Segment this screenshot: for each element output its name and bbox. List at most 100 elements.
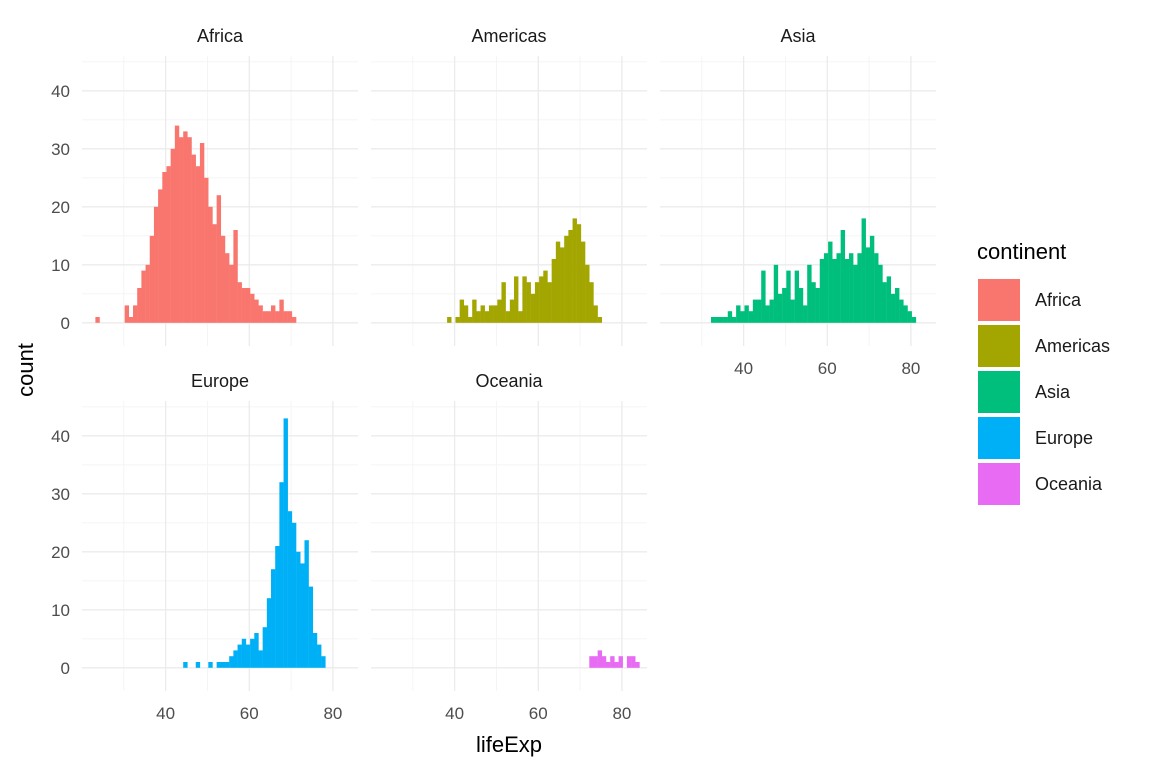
histogram-bar [258,650,263,668]
histogram-bar [886,276,892,323]
y-axis-title: count [13,343,38,397]
histogram-bar [765,305,770,323]
histogram-bar [250,293,255,323]
histogram-bar [903,305,908,323]
histogram-bar [170,148,176,323]
x-tick-label: 40 [156,704,175,723]
histogram-bar [773,264,779,323]
histogram-bar [807,264,812,323]
histogram-bar [560,247,565,323]
histogram-bar [861,218,866,323]
x-tick-label: 40 [445,704,464,723]
histogram-bar [95,317,100,323]
histogram-bar [241,288,247,323]
facet-strip-label: Africa [197,26,244,46]
y-tick-label: 10 [51,256,70,275]
histogram-bar [514,276,519,323]
histogram-bar [321,656,326,668]
y-tick-label: 20 [51,198,70,217]
histogram-bar [589,656,594,668]
histogram-bar [606,662,611,668]
x-tick-label: 40 [734,359,753,378]
histogram-bar [614,662,619,668]
histogram-bar [857,253,862,323]
histogram-bar [271,569,276,668]
legend-label: Africa [1035,290,1082,310]
facet-panel: Africa 0 10 20 30 40 [51,26,358,346]
legend-swatch [978,279,1020,321]
histogram-bar [287,311,293,323]
histogram-bar [258,305,263,323]
histogram-bar [836,253,841,323]
histogram-bar [711,317,716,323]
histogram-bar [715,317,720,323]
histogram-bar [317,644,322,668]
histogram-bar [740,311,745,323]
y-tick-label: 10 [51,601,70,620]
histogram-bar [250,638,255,668]
histogram-bar [266,598,272,668]
histogram-bar [241,638,247,668]
y-tick-label: 40 [51,427,70,446]
y-tick-label: 30 [51,140,70,159]
histogram-bar [208,206,213,323]
histogram-bar [153,206,159,323]
histogram-bar [819,259,825,323]
facet-panel: Oceania 40 60 80 [371,371,647,723]
facet-strip-label: Europe [191,371,249,391]
histogram-bar [844,259,850,323]
histogram-bar [849,253,854,323]
histogram-bar [300,563,305,668]
histogram-bar [635,662,640,668]
histogram-bar [601,656,607,668]
y-tick-label: 30 [51,485,70,504]
histogram-bar [208,662,213,668]
histogram-bar [262,627,268,668]
histogram-bar [275,311,280,323]
histogram-bar [777,293,783,323]
histogram-bar [275,546,280,668]
histogram-bar [878,264,883,323]
histogram-bar [874,253,879,323]
histogram-bar [480,305,485,323]
histogram-bar [752,299,758,323]
histogram-bar [564,235,569,323]
histogram-bar [882,282,887,323]
y-tick-label: 20 [51,543,70,562]
histogram-bar [865,247,871,323]
x-tick-label: 60 [529,704,548,723]
histogram-bar [576,224,582,323]
histogram-bar [225,253,230,323]
histogram-bar [229,264,234,323]
histogram-bar [815,288,820,323]
histogram-bar [162,172,167,323]
histogram-bar [869,235,875,323]
histogram-bar [237,644,242,668]
histogram-bar [509,299,515,323]
histogram-bar [199,143,205,323]
histogram-bar [262,311,268,323]
facet-panel: Europe 0 10 20 30 40 40 60 80 [51,371,358,723]
histogram-bar [811,282,816,323]
histogram-bar [124,305,130,323]
histogram-bar [195,166,201,323]
histogram-bar [312,633,318,668]
histogram-bar [551,259,557,323]
histogram-bar [593,656,598,668]
x-tick-label: 80 [901,359,920,378]
histogram-bar [158,189,163,323]
histogram-bar [254,299,259,323]
histogram-bar [736,305,741,323]
histogram-bar [518,311,523,323]
histogram-bar [794,270,800,323]
histogram-bar [133,305,138,323]
histogram-bar [137,288,142,323]
histogram-bar [220,235,226,323]
legend-label: Americas [1035,336,1110,356]
histogram-bar [798,288,804,323]
histogram-bar [761,270,766,323]
histogram-bar [547,282,552,323]
histogram-bar [254,633,259,668]
histogram-bar [497,299,502,323]
